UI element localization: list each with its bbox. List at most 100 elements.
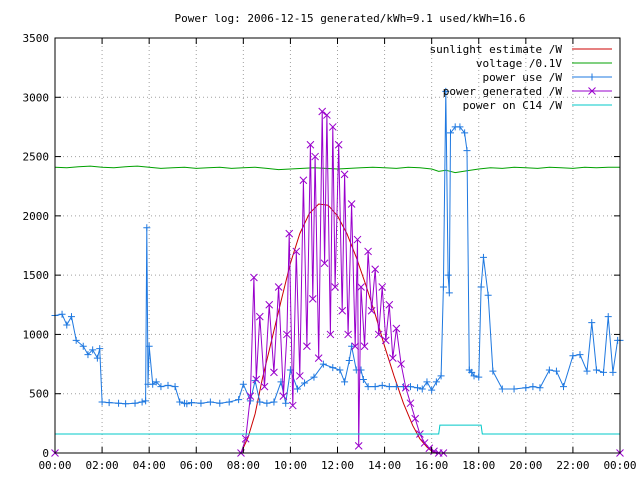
data-point-plus [63,321,71,329]
data-point-cross [340,170,349,179]
data-point-plus [98,398,106,406]
data-point-plus [310,373,318,381]
data-point-plus [115,399,123,407]
data-point-plus [282,399,290,407]
data-point-cross [354,442,363,450]
series-line [54,165,620,174]
data-point-cross [320,259,329,268]
y-tick-label: 1500 [23,269,50,282]
data-point-cross [364,247,372,256]
data-point-cross [401,383,410,392]
data-point-plus [463,147,471,155]
data-point-cross [288,401,297,410]
x-tick-label: 14:00 [368,459,401,472]
data-point-plus [406,383,414,391]
data-point-plus [498,385,506,393]
data-point-cross [331,283,339,291]
x-tick-label: 04:00 [133,459,166,472]
data-point-cross [334,140,343,149]
data-point-plus [392,383,400,391]
data-point-cross [308,295,317,303]
data-point-plus [371,383,379,391]
x-tick-label: 10:00 [274,459,307,472]
data-point-cross [270,368,278,377]
data-point-cross [344,330,352,339]
data-point-plus [84,351,92,359]
series-1 [54,165,620,174]
data-point-plus [345,357,353,365]
data-point-plus [489,367,497,375]
data-point-plus [152,378,160,386]
data-point-plus [341,378,349,386]
data-point-cross [292,247,301,256]
data-point-plus [72,336,80,344]
data-point-plus [293,385,301,393]
legend-label: sunlight estimate /W [430,43,563,56]
data-point-plus [522,384,530,392]
data-point-cross [303,342,311,351]
data-point-plus [475,373,483,381]
data-point-plus [145,342,153,350]
data-point-cross [351,342,360,351]
data-point-plus [432,378,440,386]
data-point-cross [285,229,294,238]
data-point-plus [301,379,309,387]
legend-entry: power generated /W [443,85,612,98]
data-point-cross [367,306,376,315]
x-tick-label: 08:00 [227,459,260,472]
data-point-cross [381,336,390,345]
data-point-plus [183,400,191,408]
legend-entry: sunlight estimate /W [430,43,612,56]
data-point-cross [326,330,335,339]
y-tick-label: 1000 [23,328,50,341]
data-point-plus [583,367,591,375]
data-point-plus [67,313,75,321]
data-point-plus [445,289,453,297]
data-point-plus [609,368,617,376]
data-point-plus [456,123,464,131]
data-point-cross [306,140,315,149]
data-point-plus [423,378,431,386]
data-point-cross [255,312,264,321]
x-tick-label: 20:00 [509,459,542,472]
data-point-plus [176,398,184,406]
data-point-cross [388,354,397,362]
y-tick-label: 3500 [23,32,50,45]
data-point-plus [319,360,327,368]
data-point-cross [260,382,269,391]
data-point-cross [250,273,258,282]
data-point-plus [428,386,436,394]
chart-title: Power log: 2006-12-15 generated/kWh=9.1 … [175,12,526,25]
data-point-cross [385,300,394,309]
legend-entry: voltage /0.1V [476,57,612,70]
data-point-plus [442,87,450,95]
data-point-plus [545,366,553,374]
data-point-plus [468,368,476,376]
data-point-plus [138,398,146,406]
legend-label: power on C14 /W [463,99,563,112]
data-point-plus [552,367,560,375]
x-tick-label: 06:00 [180,459,213,472]
data-point-plus [484,291,492,299]
data-point-plus [604,313,612,321]
data-point-plus [142,397,150,405]
data-point-plus [122,400,130,408]
data-point-cross [353,235,362,244]
data-point-plus [143,224,151,232]
data-point-plus [588,73,596,81]
data-point-plus [164,381,172,389]
series-4 [55,424,620,435]
data-point-plus [560,383,567,391]
data-point-cross [357,283,365,291]
data-point-plus [439,283,447,291]
data-point-cross [397,360,405,368]
series-0 [55,203,620,454]
data-point-plus [529,383,537,391]
data-point-plus [188,399,196,407]
x-tick-label: 18:00 [462,459,495,472]
x-tick-label: 12:00 [321,459,354,472]
data-point-cross [241,434,250,443]
data-point-plus [286,366,294,374]
